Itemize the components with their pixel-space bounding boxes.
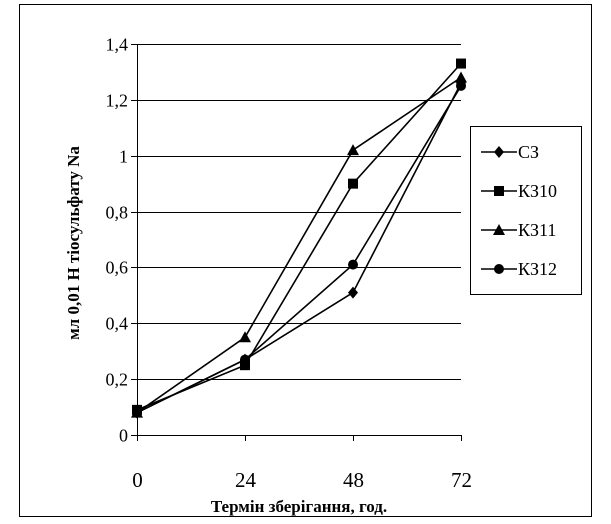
data-point bbox=[348, 178, 358, 189]
axes: 0 0,2 0,4 0,6 0,8 1 1,2 1,4 0 24 48 72 bbox=[106, 35, 473, 493]
y-tick-label: 0,4 bbox=[106, 314, 129, 334]
x-tick-label: 24 bbox=[235, 468, 257, 492]
y-tick-label: 0,6 bbox=[106, 258, 129, 278]
y-tick-label: 0,8 bbox=[106, 203, 129, 223]
y-tick-label: 1 bbox=[119, 147, 128, 167]
data-point bbox=[456, 58, 466, 69]
series-line bbox=[136, 85, 462, 414]
gridlines bbox=[137, 44, 461, 380]
data-point bbox=[240, 354, 250, 365]
legend-label: КЗ10 bbox=[518, 181, 557, 201]
x-tick-label: 48 bbox=[343, 468, 364, 492]
legend-marker bbox=[494, 186, 504, 196]
legend-label: КЗ11 bbox=[518, 220, 556, 240]
data-point bbox=[347, 144, 359, 156]
legend-marker bbox=[494, 264, 504, 274]
y-tick-label: 0,2 bbox=[106, 370, 129, 390]
series-layer bbox=[131, 58, 467, 419]
data-point bbox=[455, 71, 467, 83]
data-point bbox=[132, 407, 142, 418]
legend: СЗ КЗ10 КЗ11 КЗ12 bbox=[470, 126, 582, 295]
legend-label: КЗ12 bbox=[518, 259, 557, 279]
chart-border bbox=[19, 4, 592, 517]
legend-marker bbox=[494, 146, 504, 158]
x-tick-label: 0 bbox=[132, 468, 143, 492]
y-tick-label: 0 bbox=[119, 426, 128, 446]
data-point bbox=[348, 259, 358, 270]
y-tick-label: 1,2 bbox=[106, 91, 129, 111]
data-point bbox=[456, 80, 466, 91]
y-tick-label: 1,4 bbox=[106, 35, 129, 55]
data-point bbox=[240, 360, 250, 371]
legend-box bbox=[470, 126, 582, 295]
series-line bbox=[136, 62, 462, 411]
legend-marker bbox=[493, 224, 505, 235]
x-tick-label: 72 bbox=[451, 468, 472, 492]
y-axis-label: мл 0,01 Н тіосульфату Na bbox=[64, 146, 83, 340]
data-point bbox=[348, 286, 358, 299]
legend-label: СЗ bbox=[518, 142, 539, 162]
x-axis-label: Термін зберігання, год. bbox=[211, 497, 387, 516]
series-line bbox=[136, 82, 462, 414]
series-line bbox=[136, 76, 462, 414]
data-point bbox=[239, 331, 251, 343]
